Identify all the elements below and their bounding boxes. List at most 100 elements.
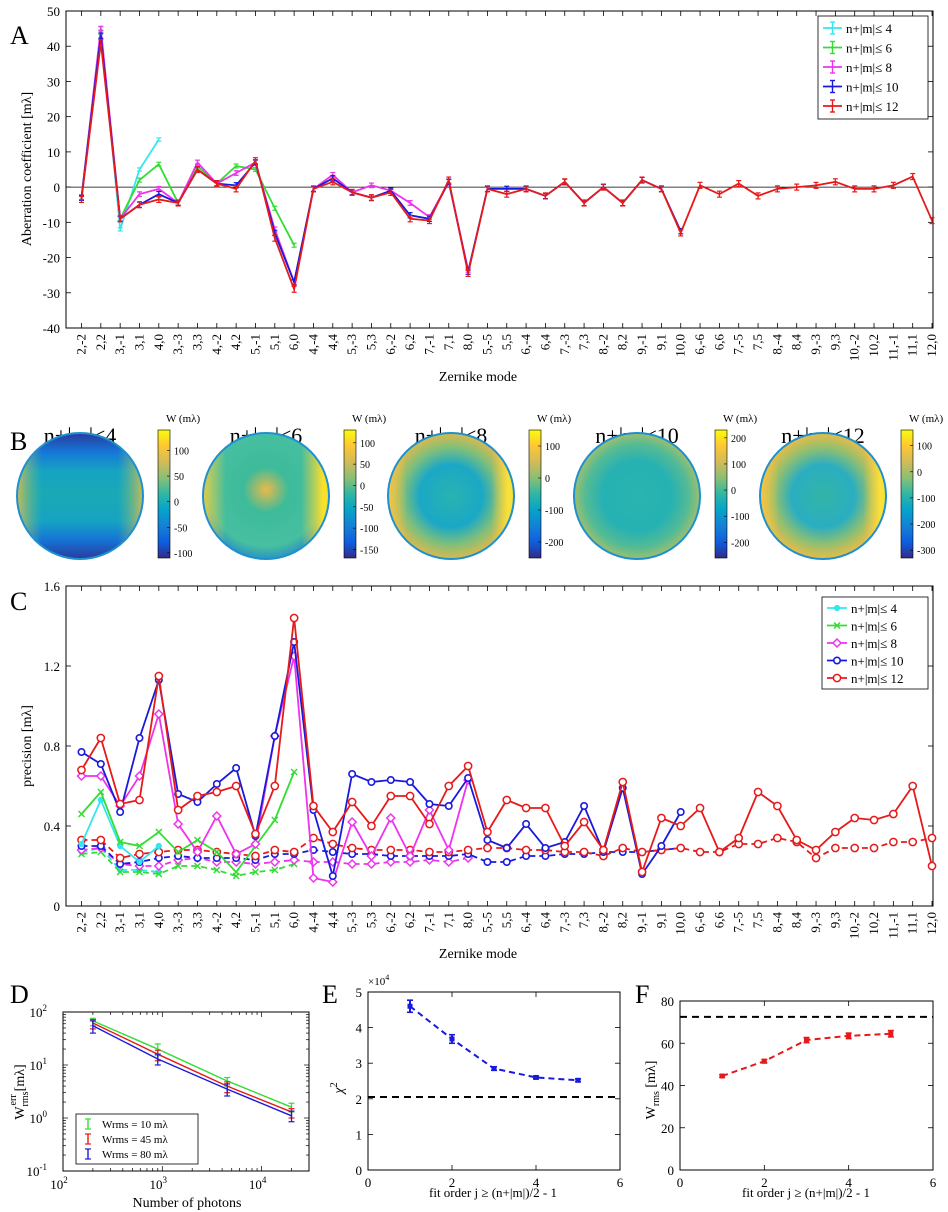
data-point (463, 761, 473, 771)
data-point (502, 795, 512, 805)
a-xtick-label: 5,-3 (344, 334, 359, 355)
colorbar-tick-label: -100 (174, 549, 192, 560)
data-point (89, 1020, 96, 1034)
data-point (175, 199, 181, 207)
dashed-point (483, 857, 492, 866)
series-4 (79, 32, 684, 286)
colorbar-tick-label: 0 (360, 481, 365, 492)
c-xtick-label: 3,-3 (170, 912, 185, 933)
a-xtick-label: 7,5 (750, 334, 765, 350)
c-xtick-label: 7,-1 (421, 912, 436, 933)
dashed-point (347, 858, 358, 870)
panel-label-f: F (635, 980, 649, 1009)
dashed-point (154, 847, 164, 857)
data-point (291, 242, 297, 248)
data-point (443, 844, 454, 856)
dashed-point (405, 856, 416, 868)
panel-label-a: A (10, 21, 29, 50)
data-point (153, 708, 164, 720)
dashed-point (153, 860, 164, 872)
data-point (349, 188, 355, 196)
data-point (367, 821, 376, 831)
a-xtick-label: 5,3 (363, 334, 378, 350)
data-point (134, 770, 145, 782)
data-point (491, 1065, 497, 1072)
data-point (719, 1073, 726, 1079)
x-tick-mant: 10 (50, 1177, 63, 1192)
series-line (92, 1022, 292, 1113)
a-xtick-label: 7,-5 (731, 334, 746, 355)
data-point (385, 812, 396, 824)
data-point (115, 799, 125, 809)
y-tick-label: 0 (54, 180, 61, 195)
legend-entry: n+|m|≤ 4 (846, 21, 893, 36)
data-point (213, 848, 221, 856)
y-tick-label: 30 (47, 74, 60, 89)
data-point (449, 1033, 455, 1045)
data-point (407, 999, 413, 1014)
dashed-point (308, 856, 319, 868)
data-point (156, 137, 162, 142)
dashed-point (618, 843, 628, 853)
wavefront-disk (574, 433, 700, 559)
y-tick-label: 0.8 (44, 739, 60, 754)
legend: n+|m|≤ 4 n+|m|≤ 6 n+|m|≤ 8 n+|m|≤ 10 n+|m|≤ … (817, 15, 929, 120)
x-tick-label: 6 (617, 1175, 624, 1190)
x-tick-label: 102 (50, 1175, 68, 1192)
c-xtick-label: 5,-5 (479, 912, 494, 933)
data-point (174, 848, 182, 856)
c-xtick-label: 7,-3 (557, 912, 572, 933)
a-xtick-label: 9,3 (827, 334, 842, 350)
data-point (233, 170, 239, 176)
data-point (231, 781, 241, 791)
x-tick-exp: 2 (63, 1175, 68, 1185)
c-xtick-label: 9,1 (653, 912, 668, 928)
dashed-point (115, 853, 125, 863)
data-point (639, 176, 645, 184)
a-xtick-label: 11,1 (905, 334, 920, 356)
c-xtick-label: 2,2 (93, 912, 108, 928)
a-xtick-label: 12,0 (924, 334, 939, 357)
data-point (927, 861, 937, 871)
colorbar-tick-label: -150 (360, 545, 378, 556)
a-xtick-label: 2,-2 (74, 334, 89, 355)
y-tick-exp: 0 (43, 1109, 48, 1119)
series-5 (77, 613, 937, 877)
dashed-point (328, 847, 337, 856)
colorbar (343, 429, 357, 559)
data-point (580, 801, 589, 810)
colorbar-tick-label: -50 (360, 503, 373, 514)
series-5 (79, 39, 935, 293)
y-tick-label: 0 (668, 1163, 675, 1178)
data-point (803, 1036, 810, 1044)
data-point (734, 833, 744, 843)
panel-label-b: B (10, 427, 27, 456)
data-point (386, 775, 395, 784)
dashed-point (155, 870, 163, 878)
legend-marker (833, 621, 841, 630)
panel-e-xlabel: fit order j ≥ (n+|m|)/2 - 1 (429, 1185, 557, 1200)
y-tick-label: 3 (356, 1056, 363, 1071)
c-xtick-label: 5,3 (363, 912, 378, 928)
dashed-point (502, 857, 511, 866)
c-xtick-label: 4,4 (325, 912, 340, 929)
data-point (250, 838, 261, 850)
a-xtick-label: 6,2 (402, 334, 417, 350)
dashed-point (811, 853, 821, 863)
dashed-point (753, 839, 763, 849)
data-point (542, 192, 548, 200)
dashed-point (889, 837, 898, 847)
data-point (156, 161, 162, 167)
data-point (908, 781, 918, 791)
a-xtick-label: 9,-1 (634, 334, 649, 355)
data-point (887, 1029, 894, 1038)
c-xtick-label: 6,4 (537, 912, 552, 929)
panel-c-xlabel: Zernike mode (439, 947, 517, 962)
a-xtick-label: 10,-2 (847, 334, 862, 361)
series-1 (719, 1029, 894, 1079)
data-point (774, 185, 780, 193)
panel-c-precision-chart: C 0 0.4 0.8 1.2 1.6 2,-2 2,2 3,-1 3,1 4,0 3,-3 3,3 4… (10, 579, 939, 962)
y-tick-label: 40 (47, 39, 60, 54)
